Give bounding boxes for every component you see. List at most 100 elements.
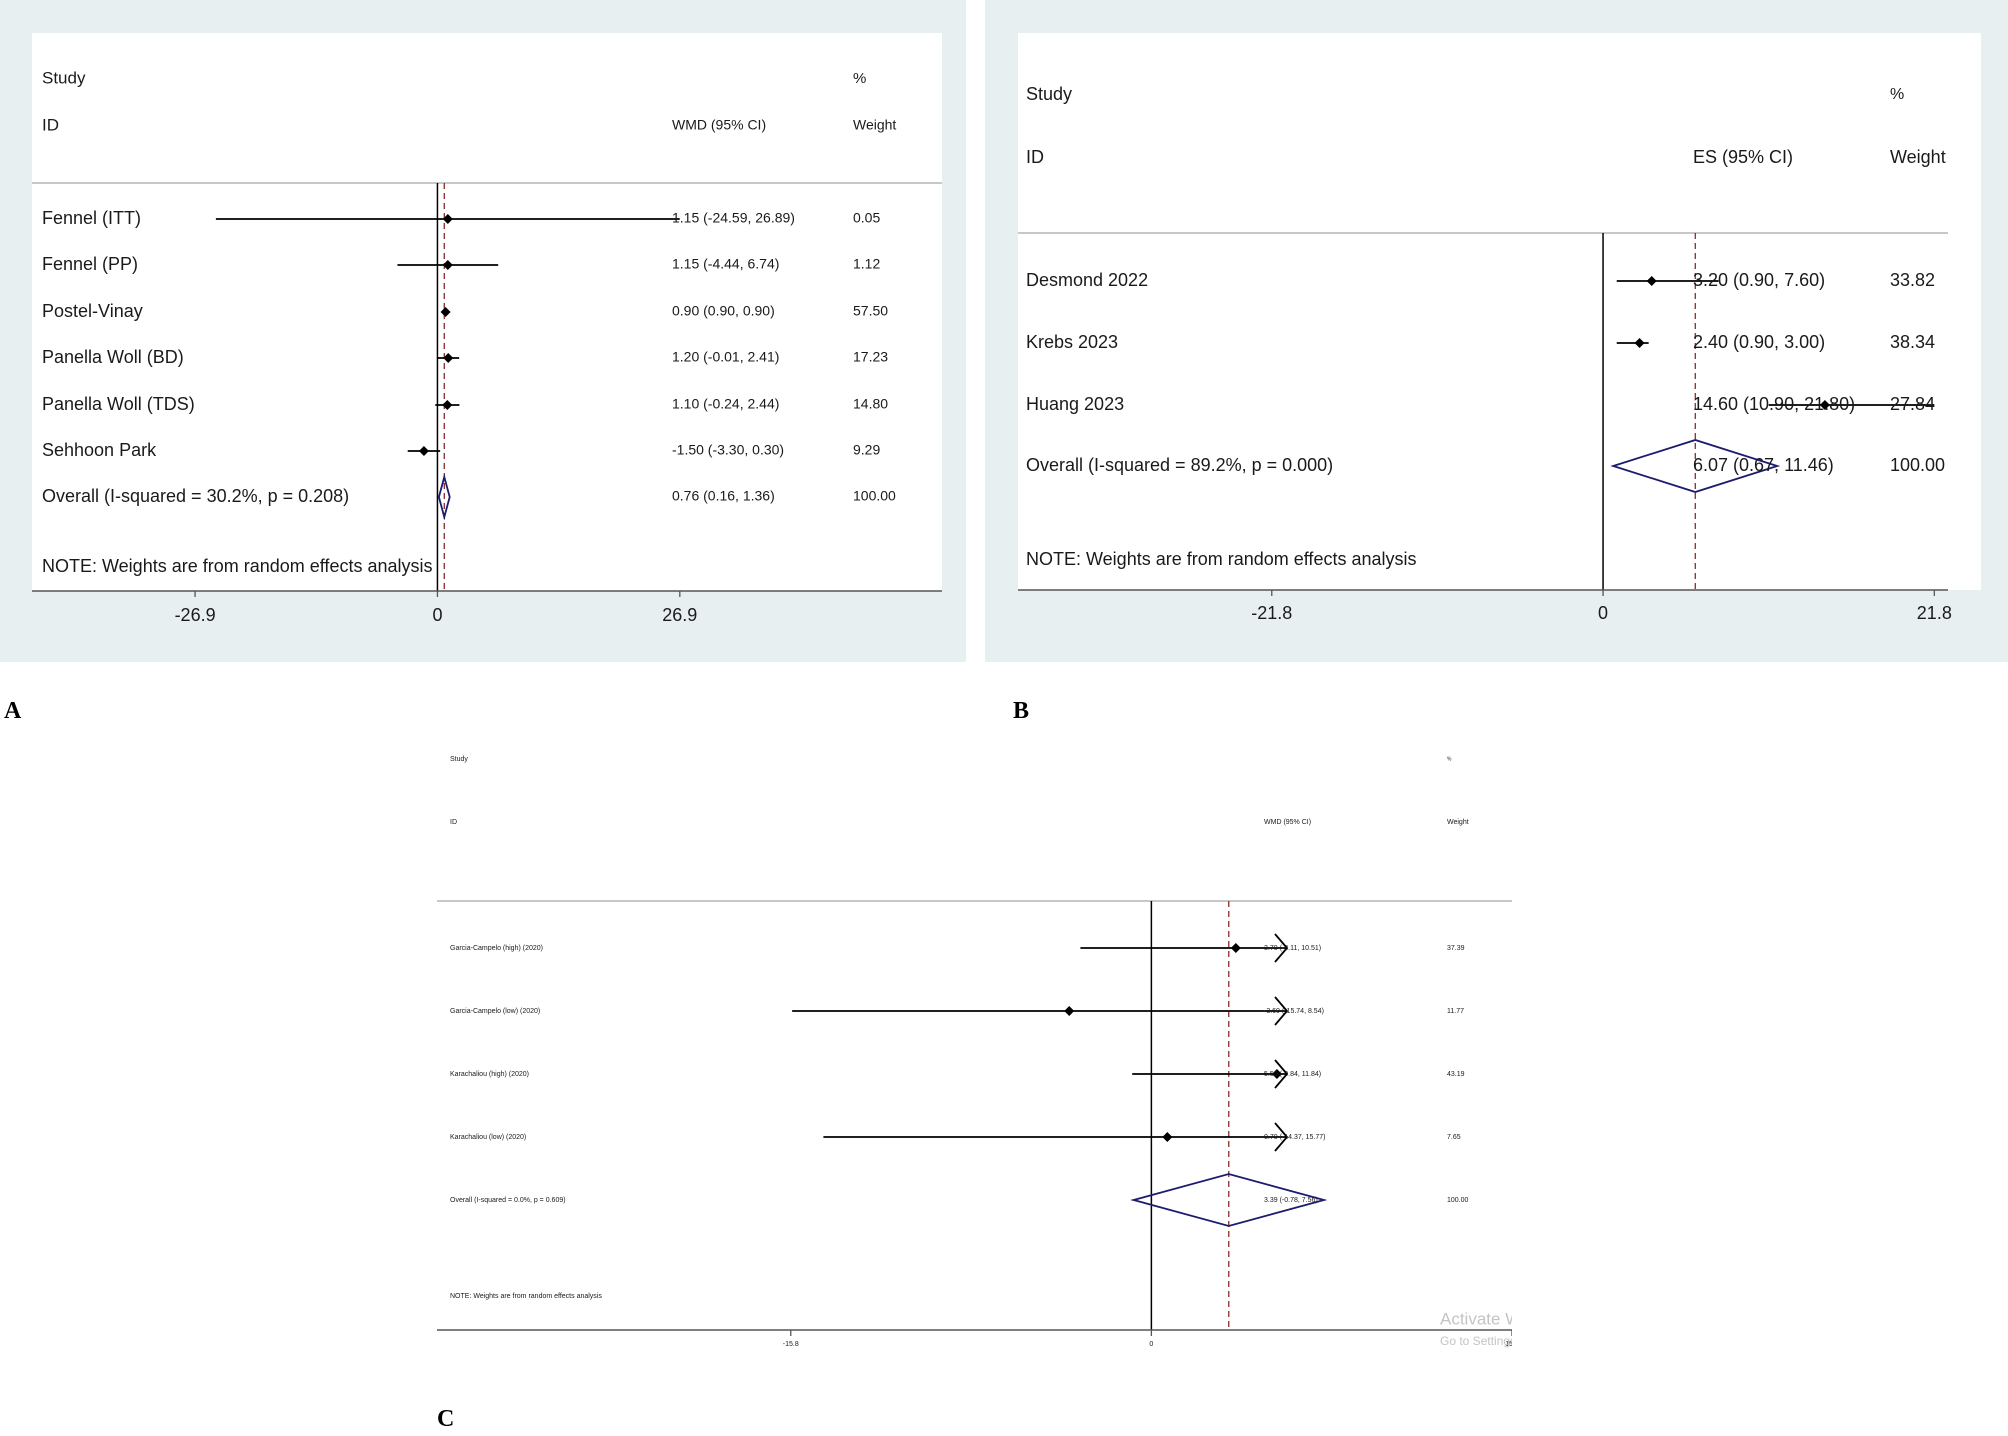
weight-value: 17.23 (853, 349, 888, 365)
ci-value: 5.50 (-0.84, 11.84) (1264, 1071, 1321, 1078)
point-estimate (1162, 1132, 1173, 1142)
header-effect: WMD (95% CI) (1264, 819, 1311, 826)
weight-value: 33.82 (1890, 270, 1935, 290)
header-percent: % (1890, 86, 1904, 103)
header-id: ID (42, 115, 59, 134)
ci-value: 3.20 (0.90, 7.60) (1693, 270, 1825, 290)
weight-value: 14.80 (853, 396, 888, 412)
header-id: ID (450, 819, 457, 826)
note-text: NOTE: Weights are from random effects an… (1026, 549, 1416, 569)
ci-value: 2.40 (0.90, 3.00) (1693, 332, 1825, 352)
ci-value: 0.70 (-14.37, 15.77) (1264, 1134, 1326, 1141)
ci-arrow (1274, 1122, 1289, 1152)
weight-value: 9.29 (853, 442, 880, 458)
forest-plot-b-svg: Study % ID ES (95% CI) Weight Desmond 2022 3.2… (985, 0, 2008, 662)
study-label: Desmond 2022 (1026, 270, 1148, 290)
panel-label-b: B (1013, 698, 1030, 724)
ci-arrow (1274, 933, 1289, 963)
point-estimate (440, 307, 451, 317)
weight-value: 0.05 (853, 210, 880, 226)
forest-plot-a-svg: Study % ID WMD (95% CI) Weight Fennel (ITT) 1.… (0, 0, 966, 662)
ci-value: 1.15 (-4.44, 6.74) (672, 256, 779, 272)
weight-value: 1.12 (853, 256, 880, 272)
plot-area (32, 33, 942, 591)
overall-diamond (1130, 1173, 1328, 1227)
ci-value: -1.50 (-3.30, 0.30) (672, 442, 784, 458)
point-estimate (1064, 1006, 1075, 1016)
x-tick-label: 21.8 (1917, 603, 1952, 623)
panel-label-c: C (437, 1406, 455, 1432)
forest-plot-c: Study% ID WMD (95% CI) Weight Garcia-Campelo… (437, 745, 1629, 1369)
x-tick-label: -26.9 (175, 605, 216, 625)
weight-value: 11.77 (1447, 1008, 1464, 1015)
header-study: Study (450, 756, 468, 763)
point-estimate (1646, 276, 1657, 286)
study-label: Postel-Vinay (42, 301, 143, 321)
study-label: Karachaliou (high) (2020) (450, 1071, 529, 1078)
overall-label: Overall (I-squared = 0.0%, p = 0.609) (450, 1197, 566, 1204)
weight-value: 27.84 (1890, 394, 1935, 414)
study-label: Karachaliou (low) (2020) (450, 1134, 526, 1141)
header-weight: Weight (1890, 147, 1946, 167)
overall-weight-value: 100.00 (853, 488, 896, 504)
study-label: Krebs 2023 (1026, 332, 1118, 352)
plot-area (1018, 33, 1981, 590)
overall-label: Overall (I-squared = 30.2%, p = 0.208) (42, 486, 349, 506)
x-tick-label: 0 (432, 605, 442, 625)
study-label: Fennel (PP) (42, 254, 138, 274)
overall-label: Overall (I-squared = 89.2%, p = 0.000) (1026, 455, 1333, 475)
point-estimate (442, 260, 453, 270)
weight-value: 7.65 (1447, 1134, 1461, 1141)
plot-area (437, 745, 1512, 1369)
study-label: Panella Woll (BD) (42, 347, 184, 367)
overall-weight-value: 100.00 (1447, 1197, 1469, 1204)
weight-value: 38.34 (1890, 332, 1935, 352)
ci-value: 1.10 (-0.24, 2.44) (672, 396, 779, 412)
point-estimate (442, 214, 453, 224)
header-percent: % (1447, 756, 1452, 762)
header-weight: Weight (1447, 819, 1469, 826)
watermark-line-1: Activate Windows (1440, 1309, 1512, 1328)
header-percent: % (853, 70, 866, 87)
forest-plot-a: Study% ID WMD (95% CI) Weight Fennel (ITT) 1.… (0, 0, 966, 662)
x-tick-label: -21.8 (1251, 603, 1292, 623)
watermark-line-2: Go to Settings to activate Windows. (1440, 1334, 1512, 1348)
study-label: Garcia-Campelo (low) (2020) (450, 1008, 540, 1015)
ci-value: 14.60 (10.90, 21.80) (1693, 394, 1855, 414)
point-estimate (1271, 1069, 1282, 1079)
study-label: Garcia-Campelo (high) (2020) (450, 945, 543, 952)
header-weight: Weight (853, 117, 896, 133)
overall-diamond (1610, 439, 1781, 493)
forest-plot-c-svg: Study % ID WMD (95% CI) Weight Garcia-Campelo… (437, 745, 1629, 1369)
point-estimate (442, 400, 453, 410)
ci-arrow (1274, 1059, 1289, 1089)
weight-value: 43.19 (1447, 1071, 1465, 1078)
note-text: NOTE: Weights are from random effects an… (450, 1293, 602, 1300)
ci-value: 1.20 (-0.01, 2.41) (672, 349, 779, 365)
header-effect: ES (95% CI) (1693, 147, 1793, 167)
header-study: Study (42, 68, 86, 87)
ci-arrow (1274, 996, 1289, 1026)
point-estimate (1230, 943, 1241, 953)
x-tick-label: -15.8 (783, 1341, 799, 1348)
panel-label-a: A (4, 698, 22, 724)
x-tick-label: 26.9 (662, 605, 697, 625)
study-label: Sehhoon Park (42, 440, 157, 460)
point-estimate (418, 446, 429, 456)
header-id: ID (1026, 147, 1044, 167)
ci-value: 0.90 (0.90, 0.90) (672, 303, 775, 319)
overall-weight-value: 100.00 (1890, 455, 1945, 475)
point-estimate (1634, 338, 1645, 348)
weight-value: 57.50 (853, 303, 888, 319)
ci-value: 1.15 (-24.59, 26.89) (672, 210, 795, 226)
overall-ci-value: 0.76 (0.16, 1.36) (672, 488, 775, 504)
header-effect: WMD (95% CI) (672, 117, 766, 133)
study-label: Panella Woll (TDS) (42, 394, 195, 414)
weight-value: 37.39 (1447, 945, 1465, 952)
overall-ci-value: 6.07 (0.67, 11.46) (1693, 455, 1834, 475)
point-estimate (443, 353, 454, 363)
study-label: Huang 2023 (1026, 394, 1124, 414)
point-estimate (1819, 400, 1830, 410)
x-tick-label: 0 (1149, 1341, 1153, 1348)
ci-value: 3.70 (-3.11, 10.51) (1264, 945, 1321, 952)
